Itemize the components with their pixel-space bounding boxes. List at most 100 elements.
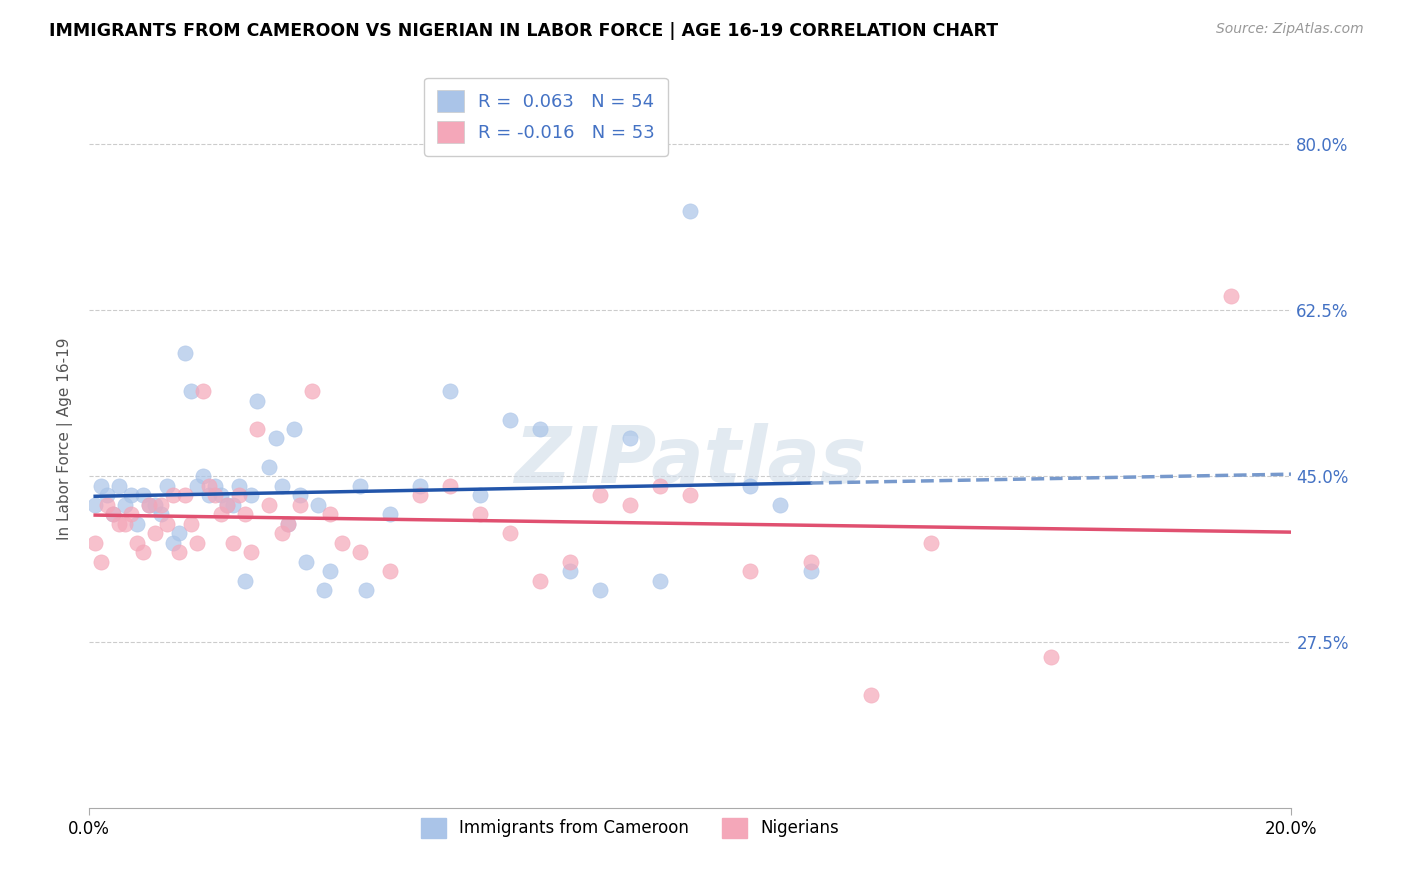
Point: [409, 479, 432, 493]
Point: [529, 574, 551, 588]
Point: [439, 479, 461, 493]
Point: [114, 498, 136, 512]
Point: [228, 488, 250, 502]
Point: [222, 536, 245, 550]
Point: [150, 508, 173, 522]
Point: [679, 203, 702, 218]
Point: [246, 393, 269, 408]
Point: [349, 479, 371, 493]
Point: [174, 488, 197, 502]
Point: [264, 432, 287, 446]
Point: [589, 488, 612, 502]
Point: [108, 516, 131, 531]
Point: [529, 422, 551, 436]
Point: [468, 508, 491, 522]
Legend: Immigrants from Cameroon, Nigerians: Immigrants from Cameroon, Nigerians: [415, 811, 846, 845]
Point: [799, 555, 821, 569]
Point: [138, 498, 160, 512]
Point: [96, 488, 118, 502]
Point: [240, 545, 263, 559]
Point: [235, 508, 257, 522]
Point: [143, 526, 166, 541]
Point: [259, 459, 281, 474]
Point: [198, 488, 221, 502]
Point: [209, 508, 232, 522]
Text: ZIPatlas: ZIPatlas: [515, 423, 866, 499]
Point: [186, 479, 208, 493]
Point: [769, 498, 792, 512]
Point: [349, 545, 371, 559]
Point: [180, 384, 202, 398]
Point: [235, 574, 257, 588]
Point: [740, 479, 762, 493]
Point: [259, 498, 281, 512]
Point: [378, 564, 401, 578]
Point: [318, 508, 340, 522]
Point: [127, 536, 149, 550]
Point: [162, 536, 184, 550]
Point: [619, 498, 641, 512]
Point: [222, 498, 245, 512]
Point: [156, 516, 179, 531]
Point: [288, 498, 311, 512]
Point: [84, 536, 107, 550]
Point: [859, 688, 882, 702]
Point: [193, 469, 215, 483]
Point: [558, 564, 581, 578]
Point: [378, 508, 401, 522]
Point: [204, 488, 226, 502]
Point: [246, 422, 269, 436]
Point: [162, 488, 184, 502]
Point: [198, 479, 221, 493]
Point: [90, 555, 112, 569]
Point: [277, 516, 299, 531]
Point: [288, 488, 311, 502]
Y-axis label: In Labor Force | Age 16-19: In Labor Force | Age 16-19: [58, 337, 73, 540]
Point: [650, 574, 672, 588]
Text: IMMIGRANTS FROM CAMEROON VS NIGERIAN IN LABOR FORCE | AGE 16-19 CORRELATION CHAR: IMMIGRANTS FROM CAMEROON VS NIGERIAN IN …: [49, 22, 998, 40]
Point: [558, 555, 581, 569]
Point: [174, 346, 197, 360]
Point: [1040, 649, 1063, 664]
Point: [108, 479, 131, 493]
Point: [270, 526, 292, 541]
Point: [103, 508, 125, 522]
Point: [307, 498, 329, 512]
Point: [132, 545, 155, 559]
Point: [180, 516, 202, 531]
Point: [354, 583, 377, 598]
Point: [114, 516, 136, 531]
Point: [143, 498, 166, 512]
Point: [301, 384, 323, 398]
Point: [209, 488, 232, 502]
Point: [270, 479, 292, 493]
Point: [228, 479, 250, 493]
Point: [499, 526, 522, 541]
Point: [1220, 289, 1243, 303]
Point: [132, 488, 155, 502]
Point: [589, 583, 612, 598]
Point: [84, 498, 107, 512]
Point: [799, 564, 821, 578]
Point: [103, 508, 125, 522]
Point: [439, 384, 461, 398]
Point: [283, 422, 305, 436]
Point: [312, 583, 335, 598]
Point: [240, 488, 263, 502]
Point: [156, 479, 179, 493]
Point: [330, 536, 353, 550]
Point: [679, 488, 702, 502]
Point: [294, 555, 316, 569]
Point: [468, 488, 491, 502]
Point: [318, 564, 340, 578]
Point: [217, 498, 239, 512]
Point: [138, 498, 160, 512]
Point: [650, 479, 672, 493]
Point: [204, 479, 226, 493]
Point: [277, 516, 299, 531]
Point: [90, 479, 112, 493]
Point: [127, 516, 149, 531]
Text: Source: ZipAtlas.com: Source: ZipAtlas.com: [1216, 22, 1364, 37]
Point: [150, 498, 173, 512]
Point: [619, 432, 641, 446]
